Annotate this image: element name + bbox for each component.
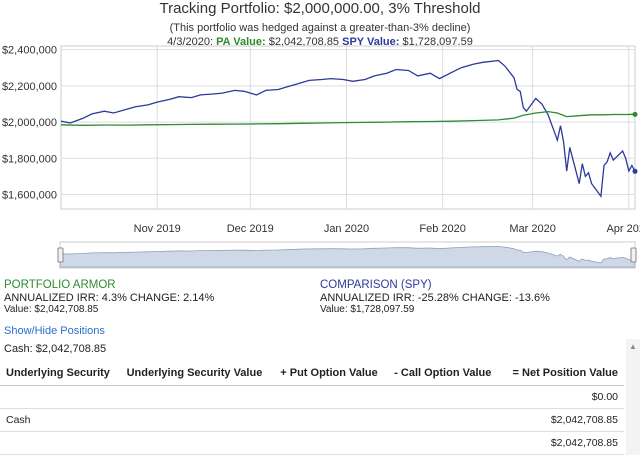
spy-summary-heading: COMPARISON (SPY) (320, 279, 432, 291)
y-tick-label: $2,000,000 (2, 117, 57, 129)
table-row: $0.00 (0, 385, 624, 409)
pa-summary-heading: PORTFOLIO ARMOR (4, 279, 116, 291)
col-call-option-value: - Call Option Value (388, 361, 502, 386)
x-tick-label: Jan 2020 (324, 223, 369, 235)
y-tick-label: $2,200,000 (2, 81, 57, 93)
pa-summary-value: Value: $2,042,708.85 (4, 304, 99, 315)
spy-end-marker (632, 168, 638, 174)
spy-value-label: SPY Value: (342, 36, 400, 48)
col-underlying-security: Underlying Security (0, 361, 121, 386)
range-navigator[interactable] (57, 241, 637, 269)
pa-value-label: PA Value: (216, 36, 266, 48)
chart-gridlines (60, 45, 636, 210)
spy-summary-value: Value: $1,728,097.59 (320, 304, 415, 315)
row-security (0, 385, 121, 409)
pa-value: $2,042,708.85 (268, 36, 340, 48)
navigator-right-handle[interactable] (630, 247, 637, 263)
scrollbar[interactable] (626, 339, 640, 455)
row-net-value: $2,042,708.85 (501, 431, 624, 455)
x-tick-label: Apr 2020 (606, 223, 640, 235)
spy-series-line (60, 59, 636, 199)
y-tick-label: $1,800,000 (2, 153, 57, 165)
pa-irr-line: ANNUALIZED IRR: 4.3% CHANGE: 2.14% (4, 291, 215, 304)
cash-total: Cash: $2,042,708.85 (4, 343, 107, 355)
y-axis: $1,600,000 $1,800,000 $2,000,000 $2,200,000… (2, 45, 57, 202)
spy-value: $1,728,097.59 (402, 36, 473, 48)
navigator-left-handle[interactable] (57, 247, 64, 263)
col-put-option-value: + Put Option Value (274, 361, 389, 386)
table-header-row: Underlying Security Underlying Security … (0, 361, 624, 386)
x-axis: Nov 2019 Dec 2019 Jan 2020 Feb 2020 Mar 2020… (134, 223, 640, 235)
current-values-line: 4/3/2020: PA Value: $2,042,708.85 SPY Va… (0, 36, 640, 48)
row-net-value: $0.00 (501, 385, 624, 409)
col-net-position-value: = Net Position Value (501, 361, 624, 386)
scroll-up-icon[interactable]: ▲ (629, 342, 637, 351)
x-tick-label: Mar 2020 (509, 223, 555, 235)
plot-frame (60, 45, 636, 210)
pa-series-line (60, 110, 636, 126)
y-tick-label: $1,600,000 (2, 190, 57, 202)
navigator-area (59, 246, 636, 268)
current-date: 4/3/2020: (167, 36, 214, 48)
y-tick-label: $2,400,000 (2, 45, 57, 57)
positions-table: Underlying Security Underlying Security … (0, 361, 624, 455)
table-row: Cash $2,042,708.85 (0, 408, 624, 432)
show-hide-positions-link[interactable]: Show/Hide Positions (4, 325, 105, 337)
x-tick-label: Feb 2020 (419, 223, 465, 235)
row-security: Cash (0, 408, 121, 432)
portfolio-chart[interactable]: $1,600,000 $1,800,000 $2,000,000 $2,200,000… (0, 38, 640, 270)
col-underlying-value: Underlying Security Value (120, 361, 275, 386)
x-tick-label: Dec 2019 (227, 223, 274, 235)
chart-title: Tracking Portfolio: $2,000,000.00, 3% Th… (159, 0, 481, 17)
row-security (0, 431, 121, 455)
pa-end-marker (632, 111, 638, 117)
row-net-value: $2,042,708.85 (501, 408, 624, 432)
spy-irr-line: ANNUALIZED IRR: -25.28% CHANGE: -13.6% (320, 291, 550, 304)
pa-summary: PORTFOLIO ARMOR ANNUALIZED IRR: 4.3% CHA… (4, 279, 214, 317)
chart-subtitle: (This portfolio was hedged against a gre… (169, 22, 471, 34)
x-tick-label: Nov 2019 (134, 223, 181, 235)
spy-summary: COMPARISON (SPY) ANNUALIZED IRR: -25.28%… (320, 279, 550, 317)
table-row: $2,042,708.85 (0, 431, 624, 455)
